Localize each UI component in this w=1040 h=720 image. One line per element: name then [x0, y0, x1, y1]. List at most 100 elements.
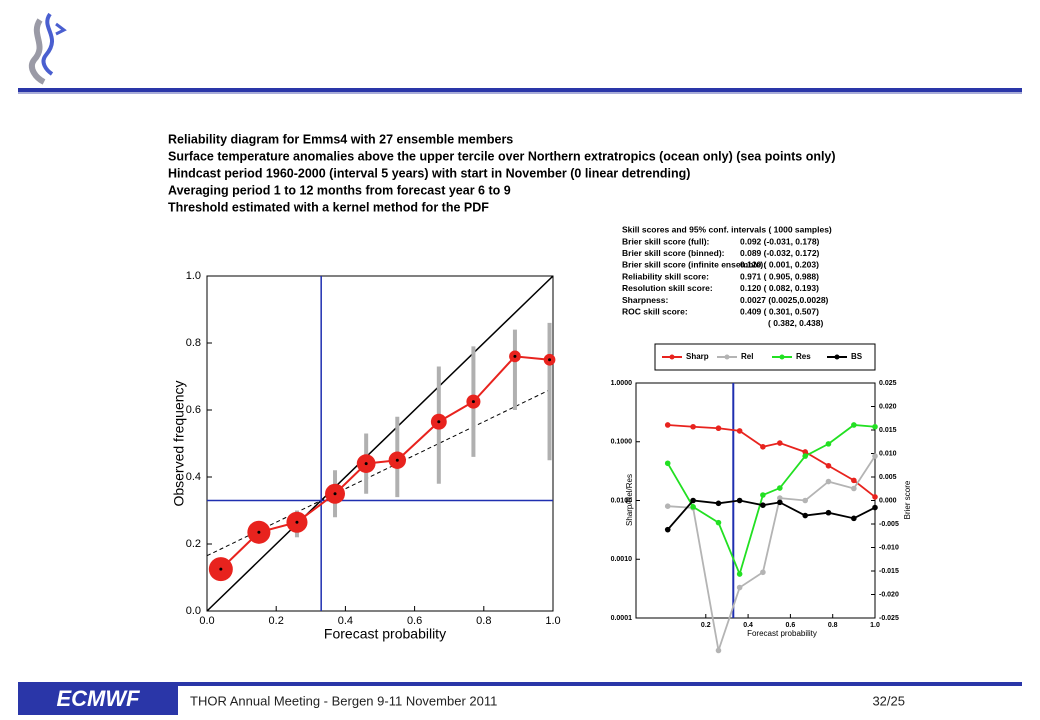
series-point [760, 569, 766, 576]
footer: ECMWF THOR Annual Meeting - Bergen 9-11 … [18, 682, 1022, 715]
bubble-center [333, 492, 337, 496]
title-line: Threshold estimated with a kernel method… [168, 200, 489, 214]
skill-value: ( 0.382, 0.438) [768, 318, 823, 328]
series-point [825, 462, 832, 469]
y2-tick-label: -0.020 [879, 591, 899, 598]
top-logo [28, 12, 67, 85]
plot-frame [635, 382, 876, 619]
skill-label: ROC skill score: [622, 306, 688, 316]
series-point [736, 428, 743, 434]
y2-tick-label: 0.020 [879, 403, 897, 410]
series-point [851, 422, 857, 428]
series-point [736, 497, 743, 504]
bubble-center [395, 458, 399, 462]
title-line: Surface temperature anomalies above the … [168, 149, 836, 163]
series-point [825, 441, 832, 447]
bubble-center [219, 567, 223, 571]
series-line [667, 499, 876, 531]
series-line [666, 424, 876, 577]
y-tick-label: 0.0010 [611, 556, 633, 563]
x-tick-label: 0.2 [701, 622, 711, 629]
legend-label: Res [796, 352, 811, 361]
series-point [736, 584, 743, 591]
x-axis-label: Forecast probability [747, 629, 817, 638]
y-tick-label: 1.0 [186, 270, 201, 282]
series-point [851, 515, 857, 522]
legend-box [654, 343, 876, 371]
skill-value: 0.092 (-0.031, 0.178) [740, 236, 820, 246]
series-point [872, 494, 878, 500]
series-point [715, 425, 722, 432]
series-point [760, 492, 766, 498]
series-point [760, 444, 766, 450]
series-point [777, 440, 783, 446]
series-line [667, 455, 876, 651]
series-point [664, 422, 671, 428]
x-tick-label: 0.2 [269, 615, 284, 627]
series-point [736, 571, 743, 577]
series-point [825, 478, 832, 485]
series-point [851, 477, 857, 484]
bubble-center [471, 400, 475, 404]
y-axis-label: Sharp/Rel/Res [625, 474, 634, 526]
y-tick-label: 0.0001 [611, 615, 633, 622]
x-axis-label: Forecast probability [324, 626, 446, 642]
title-line: Hindcast period 1960-2000 (interval 5 ye… [168, 166, 690, 180]
series-point [777, 495, 783, 501]
x-tick-label: 0.6 [407, 615, 422, 627]
series-point [690, 423, 696, 430]
legend-label: Rel [741, 352, 753, 361]
footer-rule [18, 682, 1022, 686]
skill-label: Brier skill score (full): [622, 236, 710, 246]
skill-value: 0.089 (-0.032, 0.172) [740, 248, 820, 258]
series-point [802, 497, 809, 504]
x-tick-label: 0.6 [786, 622, 796, 629]
y-tick-label: 0.8 [186, 337, 201, 349]
title-line: Averaging period 1 to 12 months from for… [168, 183, 511, 197]
legend-dot [834, 354, 840, 360]
header-rule-shade [18, 92, 1022, 94]
skill-label: Resolution skill score: [622, 283, 713, 293]
legend-label: Sharp [686, 352, 709, 361]
series-point [777, 485, 783, 491]
legend-dot [779, 354, 785, 360]
series-point [715, 519, 722, 526]
skill-label: Sharpness: [622, 295, 668, 305]
series-line [667, 424, 876, 498]
bubble-center [295, 520, 299, 524]
x-tick-label: 0.8 [828, 622, 838, 629]
footer-text: THOR Annual Meeting - Bergen 9-11 Novemb… [190, 693, 497, 708]
y2-tick-label: -0.025 [879, 615, 899, 622]
x-tick-label: 1.0 [545, 615, 560, 627]
skill-value: 0.971 ( 0.905, 0.988) [740, 271, 819, 281]
y2-axis-label: Brier score [903, 480, 912, 519]
series-point [664, 526, 671, 533]
series-point [802, 453, 809, 459]
y2-tick-label: 0.025 [879, 380, 897, 387]
y2-tick-label: -0.005 [879, 521, 899, 528]
legend-label: BS [851, 352, 863, 361]
series-point [715, 647, 722, 654]
skill-label: Brier skill score (binned): [622, 248, 725, 258]
footer-logo-box [18, 683, 178, 715]
bubble-center [364, 462, 368, 466]
skill-label: Brier skill score (infinite ensemble): [622, 260, 766, 270]
y2-tick-label: 0.010 [879, 450, 897, 457]
y-tick-label: 0.4 [186, 471, 201, 483]
y-tick-label: 1.0000 [611, 380, 633, 387]
footer-logo: ECMWF [56, 686, 140, 711]
x-tick-label: 0.4 [743, 622, 753, 629]
legend-dot [724, 354, 730, 360]
skill-scores: Skill scores and 95% conf. intervals ( 1… [622, 224, 832, 328]
y-tick-label: 0.6 [186, 404, 201, 416]
series-point [872, 453, 878, 459]
y2-tick-label: 0.000 [879, 497, 897, 504]
bubble-center [437, 420, 441, 424]
series-point [664, 503, 671, 509]
series-point [664, 460, 671, 467]
legend-dot [669, 354, 675, 360]
series-point [802, 449, 809, 455]
skill-value: 0.0027 (0.0025,0.0028) [740, 295, 829, 305]
skill-value: 0.409 ( 0.301, 0.507) [740, 306, 819, 316]
